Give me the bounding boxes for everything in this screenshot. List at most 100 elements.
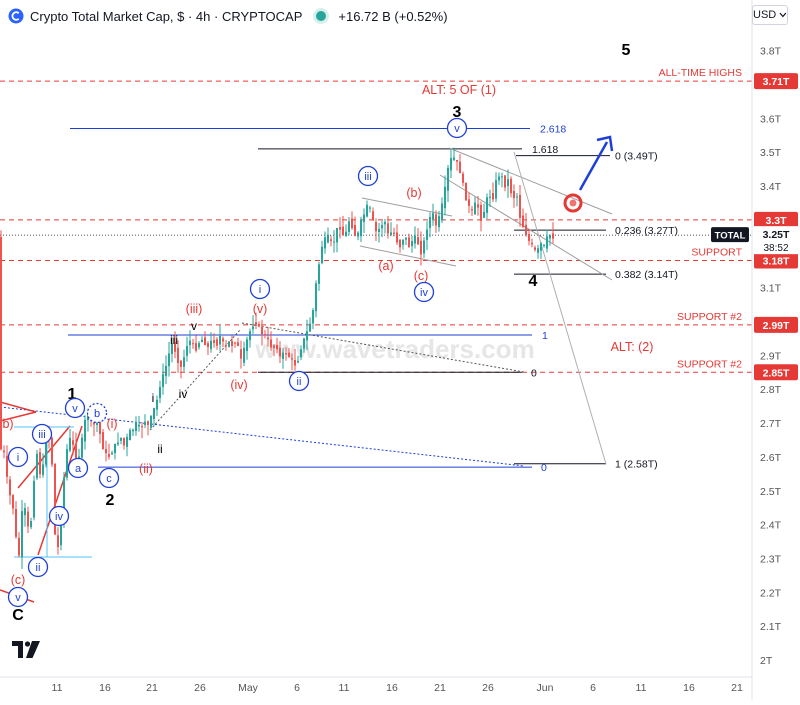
candle-body bbox=[258, 324, 260, 326]
candle-body bbox=[363, 214, 365, 222]
candle bbox=[9, 476, 11, 505]
wave-label-circle bbox=[31, 423, 53, 445]
candle-body bbox=[537, 248, 539, 253]
candle bbox=[249, 328, 251, 348]
symbol-title[interactable]: Crypto Total Market Cap, $ · 4h · CRYPTO… bbox=[30, 8, 303, 24]
candle-body bbox=[408, 237, 410, 248]
candle bbox=[0, 230, 2, 451]
candle-body bbox=[51, 438, 53, 465]
candle-body bbox=[312, 310, 314, 324]
candle-body bbox=[519, 194, 521, 218]
candle bbox=[267, 326, 269, 347]
fib-label: 1 (2.58T) bbox=[615, 459, 658, 471]
trend-line bbox=[359, 245, 457, 267]
candle bbox=[498, 172, 500, 185]
candle bbox=[168, 341, 170, 377]
candle-body bbox=[375, 222, 377, 232]
wave-label-text: iv bbox=[55, 511, 63, 523]
candle bbox=[519, 185, 521, 227]
candle bbox=[504, 175, 506, 192]
candle bbox=[192, 338, 194, 349]
candle-body bbox=[525, 224, 527, 236]
candle-body bbox=[186, 346, 188, 356]
currency-select[interactable]: USD bbox=[752, 5, 788, 25]
candle bbox=[543, 244, 545, 248]
wave-label: (iv) bbox=[230, 378, 247, 392]
candle-body bbox=[270, 339, 272, 348]
time-tick-label: 11 bbox=[636, 682, 647, 694]
candle-body bbox=[303, 338, 305, 349]
candle-body bbox=[381, 225, 383, 229]
candle-body bbox=[246, 339, 248, 352]
candle bbox=[456, 159, 458, 171]
candle bbox=[540, 241, 542, 259]
candle-body bbox=[405, 237, 407, 240]
candle bbox=[288, 348, 290, 358]
wave-label: i bbox=[152, 391, 155, 405]
candle bbox=[444, 175, 446, 216]
candle bbox=[480, 201, 482, 232]
candle-body bbox=[18, 537, 20, 556]
candle-body bbox=[339, 227, 341, 230]
candle-body bbox=[336, 227, 338, 243]
wave-label: (i) bbox=[106, 417, 117, 431]
candle-body bbox=[333, 241, 335, 243]
wave-label: (c) bbox=[414, 269, 429, 283]
wave-label: ii bbox=[157, 442, 162, 456]
candle bbox=[174, 331, 176, 359]
candle bbox=[306, 319, 308, 351]
candle bbox=[471, 206, 473, 216]
candle-body bbox=[309, 323, 311, 332]
candle-body bbox=[135, 421, 137, 431]
candle bbox=[111, 450, 113, 455]
candle-body bbox=[504, 175, 506, 188]
candle-body bbox=[84, 419, 86, 442]
candle-body bbox=[126, 436, 128, 447]
wave-label-circle bbox=[27, 556, 49, 578]
candle bbox=[438, 210, 440, 232]
candle bbox=[147, 420, 149, 436]
tradingview-logo-icon[interactable] bbox=[12, 641, 42, 659]
candle bbox=[114, 443, 116, 460]
price-tick-label: 2.3T bbox=[760, 554, 782, 566]
candle bbox=[258, 321, 260, 328]
candle bbox=[348, 217, 350, 236]
candle bbox=[510, 176, 512, 198]
candle bbox=[225, 340, 227, 351]
wave-label: (a) bbox=[378, 259, 393, 273]
candle-body bbox=[507, 179, 509, 187]
trend-line bbox=[37, 425, 83, 556]
candle-body bbox=[279, 347, 281, 357]
candle-body bbox=[132, 429, 134, 432]
candle-body bbox=[429, 216, 431, 228]
candle-body bbox=[411, 241, 413, 247]
candle-body bbox=[33, 480, 35, 518]
candle-body bbox=[330, 239, 332, 242]
fib-label: 0 bbox=[531, 367, 537, 379]
price-tick-label: 3.6T bbox=[760, 113, 782, 125]
candle bbox=[453, 147, 455, 162]
candle-body bbox=[12, 495, 14, 509]
candle bbox=[144, 414, 146, 429]
wave-label-text: ii bbox=[297, 376, 302, 388]
candle-body bbox=[513, 190, 515, 199]
time-tick-label: 21 bbox=[731, 682, 743, 694]
projection-arrow-head bbox=[596, 135, 614, 152]
candle-body bbox=[267, 337, 269, 340]
candle-body bbox=[228, 341, 230, 347]
candle bbox=[468, 192, 470, 214]
wave-label-text: iii bbox=[364, 171, 371, 183]
candle bbox=[42, 453, 44, 478]
time-tick-label: 11 bbox=[339, 682, 350, 694]
wave-label-text: ii bbox=[36, 562, 41, 574]
candle-body bbox=[522, 215, 524, 228]
projection-arrow-line bbox=[578, 141, 609, 191]
wave-label-text: v bbox=[454, 123, 460, 135]
candle-body bbox=[27, 511, 29, 527]
candle-body bbox=[510, 178, 512, 194]
candle-body bbox=[546, 236, 548, 249]
candle-body bbox=[114, 443, 116, 454]
fib-label: 1.618 bbox=[532, 144, 558, 156]
